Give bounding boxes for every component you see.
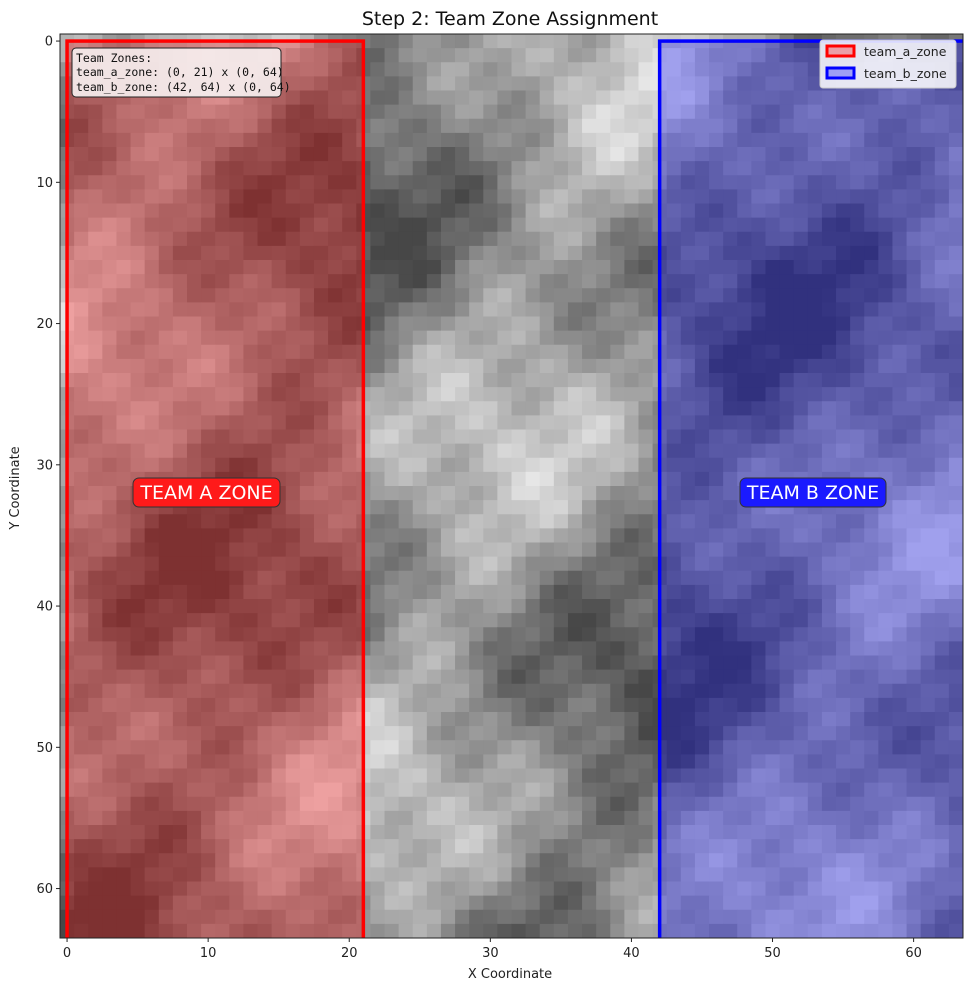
zone-label-team-b-text: TEAM B ZONE bbox=[746, 482, 879, 504]
x-axis-label: X Coordinate bbox=[468, 967, 552, 982]
y-tick-label: 30 bbox=[36, 458, 53, 473]
legend-swatch-team-b bbox=[825, 66, 856, 80]
y-tick-label: 0 bbox=[45, 35, 53, 50]
legend-label-team-a: team_a_zone bbox=[864, 44, 947, 59]
x-axis-ticks: 0 10 20 30 40 50 60 bbox=[63, 938, 922, 961]
y-axis-ticks: 0 10 20 30 40 50 60 bbox=[36, 35, 60, 897]
y-tick-label: 10 bbox=[36, 176, 53, 191]
plot-frame bbox=[59, 33, 964, 939]
info-line-team-b: team_b_zone: (42, 64) x (0, 64) bbox=[76, 80, 291, 94]
x-tick-label: 40 bbox=[623, 946, 640, 961]
info-line-team-a: team_a_zone: (0, 21) x (0, 64) bbox=[76, 65, 284, 79]
x-tick-label: 10 bbox=[200, 946, 217, 961]
zone-label-team-b: TEAM B ZONE bbox=[739, 477, 887, 508]
x-tick-label: 0 bbox=[63, 946, 71, 961]
x-tick-label: 50 bbox=[764, 946, 781, 961]
y-tick-label: 20 bbox=[36, 317, 53, 332]
zone-label-team-a-text: TEAM A ZONE bbox=[139, 482, 272, 504]
x-tick-label: 20 bbox=[341, 946, 358, 961]
y-tick-label: 60 bbox=[36, 882, 53, 897]
y-tick-label: 50 bbox=[36, 741, 53, 756]
info-line-title: Team Zones: bbox=[76, 51, 152, 65]
legend-label-team-b: team_b_zone bbox=[864, 66, 947, 81]
legend: team_a_zone team_b_zone bbox=[819, 39, 957, 89]
y-axis-label: Y Coordinate bbox=[8, 446, 23, 530]
y-tick-label: 40 bbox=[36, 600, 53, 615]
info-box: Team Zones: team_a_zone: (0, 21) x (0, 6… bbox=[71, 47, 291, 98]
legend-swatch-team-a bbox=[825, 44, 856, 58]
x-tick-label: 60 bbox=[905, 946, 922, 961]
zone-label-team-a: TEAM A ZONE bbox=[132, 477, 281, 508]
chart-title: Step 2: Team Zone Assignment bbox=[362, 8, 658, 30]
x-tick-label: 30 bbox=[482, 946, 499, 961]
